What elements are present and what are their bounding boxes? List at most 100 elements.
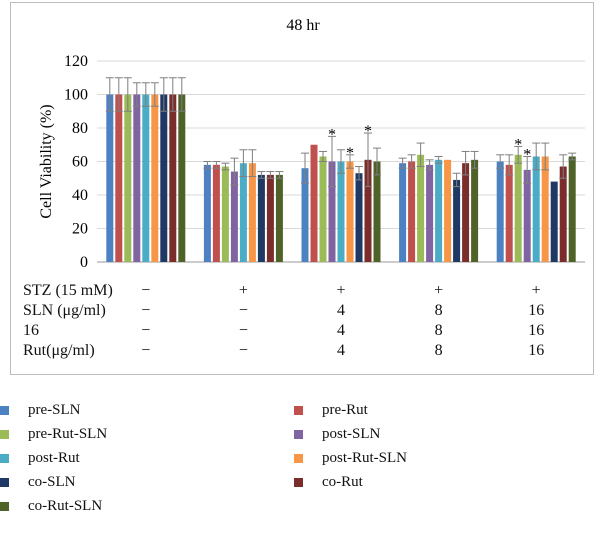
table-cell: 8 xyxy=(434,302,443,319)
table-row-label: 16 xyxy=(23,322,39,339)
legend-swatch xyxy=(0,405,9,415)
bar xyxy=(337,161,345,262)
bar xyxy=(559,166,567,262)
bar xyxy=(408,161,416,262)
table-cell: + xyxy=(531,282,541,299)
chart-frame: 48 hr Cell Viability (%) 0 20 40 60 80 100 120 * *… xyxy=(10,2,594,375)
legend-item: post-Rut-SLN xyxy=(294,448,407,468)
bar xyxy=(203,164,211,262)
table-cell: + xyxy=(336,282,346,299)
legend-label: pre-Rut xyxy=(322,401,368,418)
table-cell: − xyxy=(141,282,151,299)
bar xyxy=(319,156,327,262)
legend-label: pre-SLN xyxy=(28,401,81,418)
table-cell: 4 xyxy=(337,342,345,359)
legend-label: co-Rut-SLN xyxy=(28,497,103,514)
bar xyxy=(106,94,114,262)
legend-label: post-Rut-SLN xyxy=(322,449,408,466)
bar xyxy=(462,163,470,262)
legend-swatch xyxy=(294,453,303,463)
bar xyxy=(532,156,540,262)
y-tick-label: 120 xyxy=(64,53,88,70)
legend-swatch xyxy=(0,429,9,439)
y-tick-label: 80 xyxy=(72,120,88,137)
legend-swatch xyxy=(294,429,303,439)
bar xyxy=(471,159,479,262)
bar xyxy=(266,174,274,262)
legend-label: co-Rut xyxy=(322,473,363,490)
legend-item: post-SLN xyxy=(294,424,380,444)
table-cell: 8 xyxy=(434,322,443,339)
bar xyxy=(212,164,220,262)
significance-marker: * xyxy=(514,136,522,153)
bar xyxy=(435,159,443,262)
bar xyxy=(453,179,461,262)
y-tick-label: 100 xyxy=(64,87,88,104)
table-cell: − xyxy=(238,322,248,339)
bar xyxy=(346,161,354,262)
bar xyxy=(160,94,168,262)
table-cell: 4 xyxy=(337,302,345,319)
table-cell: − xyxy=(141,342,151,359)
bar xyxy=(523,169,531,262)
bar xyxy=(505,164,513,262)
bar xyxy=(275,174,283,262)
legend-swatch xyxy=(0,453,9,463)
significance-marker: * xyxy=(328,126,336,143)
table-cell: − xyxy=(238,302,248,319)
bar xyxy=(550,181,558,262)
table-cell: − xyxy=(238,342,248,359)
bar xyxy=(310,144,318,262)
y-axis-label: Cell Viability (%) xyxy=(38,104,55,218)
bar xyxy=(169,94,177,262)
bar xyxy=(328,161,336,262)
legend-swatch xyxy=(294,405,303,415)
legend-item: co-Rut xyxy=(294,472,363,492)
bar xyxy=(373,161,381,262)
table-cell: 16 xyxy=(528,302,545,319)
table-cell: + xyxy=(434,282,444,299)
legend-item: pre-Rut-SLN xyxy=(0,424,107,444)
bar xyxy=(221,166,229,262)
bar xyxy=(496,161,504,262)
table-cell: 8 xyxy=(434,342,443,359)
bar xyxy=(133,94,141,262)
bar xyxy=(514,154,522,262)
y-tick-label: 0 xyxy=(80,254,88,271)
legend-item: co-Rut-SLN xyxy=(0,496,102,516)
legend-label: post-Rut xyxy=(28,449,80,466)
bar xyxy=(399,163,407,262)
legend-label: post-SLN xyxy=(322,425,381,442)
legend-item: post-Rut xyxy=(0,448,80,468)
table-row-label: Rut(μg/ml) xyxy=(23,342,95,359)
table-cell: − xyxy=(141,302,151,319)
bar xyxy=(568,156,576,262)
bar xyxy=(257,174,265,262)
bar xyxy=(426,164,434,262)
table-row-label: SLN (μg/ml) xyxy=(23,302,106,319)
bar xyxy=(230,171,238,262)
significance-marker: * xyxy=(523,146,531,163)
legend-swatch xyxy=(294,477,303,487)
bar xyxy=(239,163,247,262)
legend-item: pre-Rut xyxy=(294,400,368,420)
legend-label: co-SLN xyxy=(28,473,76,490)
table-cell: − xyxy=(141,322,151,339)
table-cell: + xyxy=(238,282,248,299)
bar xyxy=(115,94,123,262)
bar xyxy=(142,94,150,262)
table-cell: 16 xyxy=(528,342,545,359)
legend-label: pre-Rut-SLN xyxy=(28,425,108,442)
legend-item: pre-SLN xyxy=(0,400,81,420)
bar xyxy=(541,156,549,262)
table-row-label: STZ (15 mM) xyxy=(23,282,113,299)
legend-swatch xyxy=(0,501,9,511)
bar xyxy=(178,94,186,262)
chart-title: 48 hr xyxy=(286,17,320,34)
bar xyxy=(151,94,159,262)
bar xyxy=(301,168,309,262)
bar xyxy=(248,163,256,262)
bar xyxy=(417,154,425,262)
y-tick-label: 60 xyxy=(72,154,88,171)
